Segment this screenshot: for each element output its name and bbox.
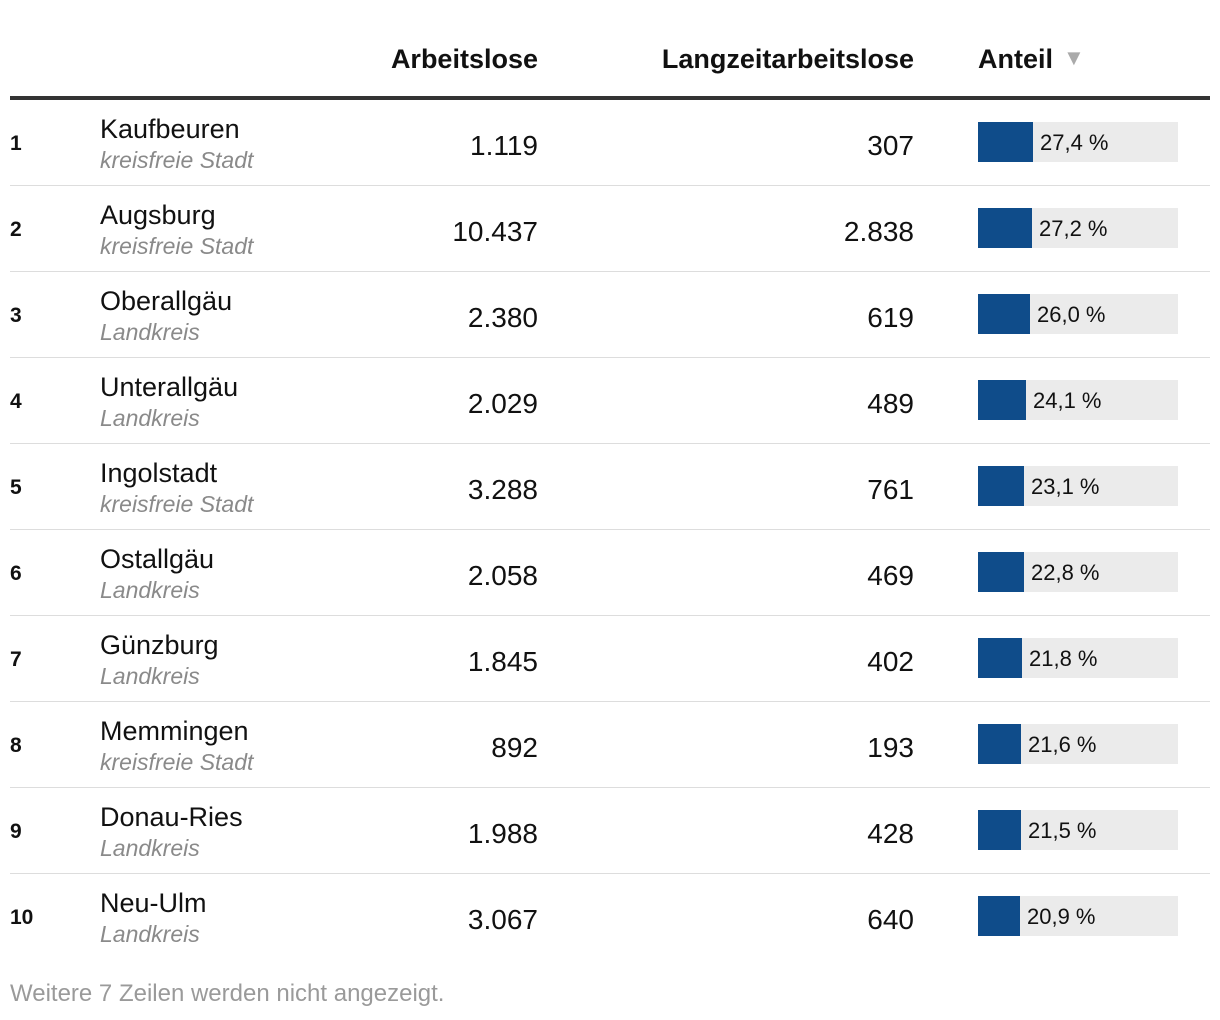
region-name: Donau-Ries	[100, 802, 243, 832]
region-name: Ostallgäu	[100, 544, 215, 574]
table-row: 2 Augsburg kreisfreie Stadt 10.437 2.838 27,2…	[10, 186, 1210, 272]
anteil-bar	[978, 380, 1026, 420]
anteil-bar-track: 22,8 %	[978, 552, 1178, 592]
langzeitarbeitslose-value: 193	[867, 732, 914, 763]
region-type: Landkreis	[100, 835, 200, 861]
arbeitslose-value: 3.067	[467, 904, 538, 935]
anteil-bar-track: 27,4 %	[978, 122, 1178, 162]
region-name: Kaufbeuren	[100, 114, 240, 144]
anteil-label: 21,5 %	[1028, 818, 1097, 843]
anteil-label: 24,1 %	[1033, 388, 1102, 413]
table-body: 1 Kaufbeuren kreisfreie Stadt 1.119 307 27,4 …	[10, 100, 1210, 959]
anteil-label: 27,2 %	[1039, 216, 1108, 241]
anteil-bar-track: 20,9 %	[978, 896, 1178, 936]
arbeitslose-value: 10.437	[452, 216, 538, 247]
sort-descending-icon: ▼	[1063, 45, 1085, 70]
arbeitslose-value: 2.029	[467, 388, 538, 419]
rank: 9	[10, 820, 22, 843]
anteil-bar-track: 21,8 %	[978, 638, 1178, 678]
rank: 6	[10, 562, 22, 585]
langzeitarbeitslose-value: 2.838	[843, 216, 914, 247]
table-row: 6 Ostallgäu Landkreis 2.058 469 22,8 %	[10, 530, 1210, 616]
footnote: Weitere 7 Zeilen werden nicht angezeigt.	[10, 980, 445, 1007]
anteil-label: 27,4 %	[1040, 130, 1109, 155]
anteil-bar-track: 21,6 %	[978, 724, 1178, 764]
langzeitarbeitslose-value: 619	[867, 302, 914, 333]
rank: 2	[10, 218, 22, 241]
region-type: Landkreis	[100, 405, 200, 431]
rank: 8	[10, 734, 22, 757]
anteil-bar	[978, 552, 1024, 592]
table-row: 3 Oberallgäu Landkreis 2.380 619 26,0 %	[10, 272, 1210, 358]
langzeitarbeitslose-value: 402	[867, 646, 914, 677]
table-row: 4 Unterallgäu Landkreis 2.029 489 24,1 %	[10, 358, 1210, 444]
rank: 3	[10, 304, 22, 327]
anteil-bar-track: 27,2 %	[978, 208, 1178, 248]
region-type: kreisfreie Stadt	[100, 147, 254, 173]
table-row: 7 Günzburg Landkreis 1.845 402 21,8 %	[10, 616, 1210, 702]
column-header-langzeitarbeitslose[interactable]: Langzeitarbeitslose	[661, 44, 914, 74]
region-name: Günzburg	[100, 630, 219, 660]
arbeitslose-value: 2.058	[467, 560, 538, 591]
arbeitslose-value: 3.288	[467, 474, 538, 505]
langzeitarbeitslose-value: 307	[867, 130, 914, 161]
rank: 5	[10, 476, 22, 499]
table-row: 8 Memmingen kreisfreie Stadt 892 193 21,6 %	[10, 702, 1210, 788]
anteil-label: 23,1 %	[1031, 474, 1100, 499]
region-name: Neu-Ulm	[100, 888, 207, 918]
rank: 1	[10, 132, 22, 155]
region-name: Unterallgäu	[100, 372, 239, 402]
anteil-bar	[978, 638, 1022, 678]
region-type: kreisfreie Stadt	[100, 749, 254, 775]
rank: 10	[10, 906, 34, 929]
region-name: Augsburg	[100, 200, 216, 230]
region-type: Landkreis	[100, 921, 200, 947]
arbeitslose-value: 892	[491, 732, 538, 763]
arbeitslose-value: 2.380	[467, 302, 538, 333]
langzeitarbeitslose-value: 469	[867, 560, 914, 591]
column-header-anteil-label: Anteil	[978, 44, 1054, 74]
anteil-label: 21,6 %	[1028, 732, 1097, 757]
region-type: kreisfreie Stadt	[100, 233, 254, 259]
anteil-bar	[978, 466, 1024, 506]
region-type: Landkreis	[100, 319, 200, 345]
langzeitarbeitslose-value: 640	[867, 904, 914, 935]
rank: 7	[10, 648, 22, 671]
table-header: Arbeitslose Langzeitarbeitslose Anteil ▼	[10, 0, 1210, 100]
region-type: Landkreis	[100, 577, 200, 603]
anteil-bar	[978, 724, 1021, 764]
table-row: 1 Kaufbeuren kreisfreie Stadt 1.119 307 27,4 …	[10, 100, 1210, 186]
anteil-label: 26,0 %	[1037, 302, 1106, 327]
arbeitslose-value: 1.988	[467, 818, 538, 849]
langzeitarbeitslose-value: 761	[867, 474, 914, 505]
arbeitslose-value: 1.845	[467, 646, 538, 677]
arbeitslose-value: 1.119	[470, 130, 538, 161]
anteil-bar-track: 21,5 %	[978, 810, 1178, 850]
langzeitarbeitslose-value: 428	[867, 818, 914, 849]
anteil-label: 21,8 %	[1029, 646, 1098, 671]
region-name: Memmingen	[100, 716, 249, 746]
langzeitarbeitslose-value: 489	[867, 388, 914, 419]
column-header-anteil[interactable]: Anteil ▼	[978, 44, 1085, 75]
region-name: Oberallgäu	[100, 286, 233, 316]
region-name: Ingolstadt	[100, 458, 218, 488]
anteil-bar	[978, 896, 1020, 936]
anteil-bar	[978, 122, 1033, 162]
anteil-bar-track: 26,0 %	[978, 294, 1178, 334]
table-row: 5 Ingolstadt kreisfreie Stadt 3.288 761 23,1 …	[10, 444, 1210, 530]
table-row: 9 Donau-Ries Landkreis 1.988 428 21,5 %	[10, 788, 1210, 874]
region-type: Landkreis	[100, 663, 200, 689]
anteil-label: 20,9 %	[1027, 904, 1096, 929]
rank: 4	[10, 390, 22, 413]
anteil-label: 22,8 %	[1031, 560, 1100, 585]
table-row: 10 Neu-Ulm Landkreis 3.067 640 20,9 %	[10, 874, 1210, 959]
anteil-bar	[978, 294, 1030, 334]
region-type: kreisfreie Stadt	[100, 491, 254, 517]
anteil-bar-track: 24,1 %	[978, 380, 1178, 420]
anteil-bar-track: 23,1 %	[978, 466, 1178, 506]
anteil-bar	[978, 810, 1021, 850]
anteil-bar	[978, 208, 1032, 248]
column-header-arbeitslose[interactable]: Arbeitslose	[390, 44, 538, 74]
data-table: Arbeitslose Langzeitarbeitslose Anteil ▼ …	[10, 0, 1210, 959]
